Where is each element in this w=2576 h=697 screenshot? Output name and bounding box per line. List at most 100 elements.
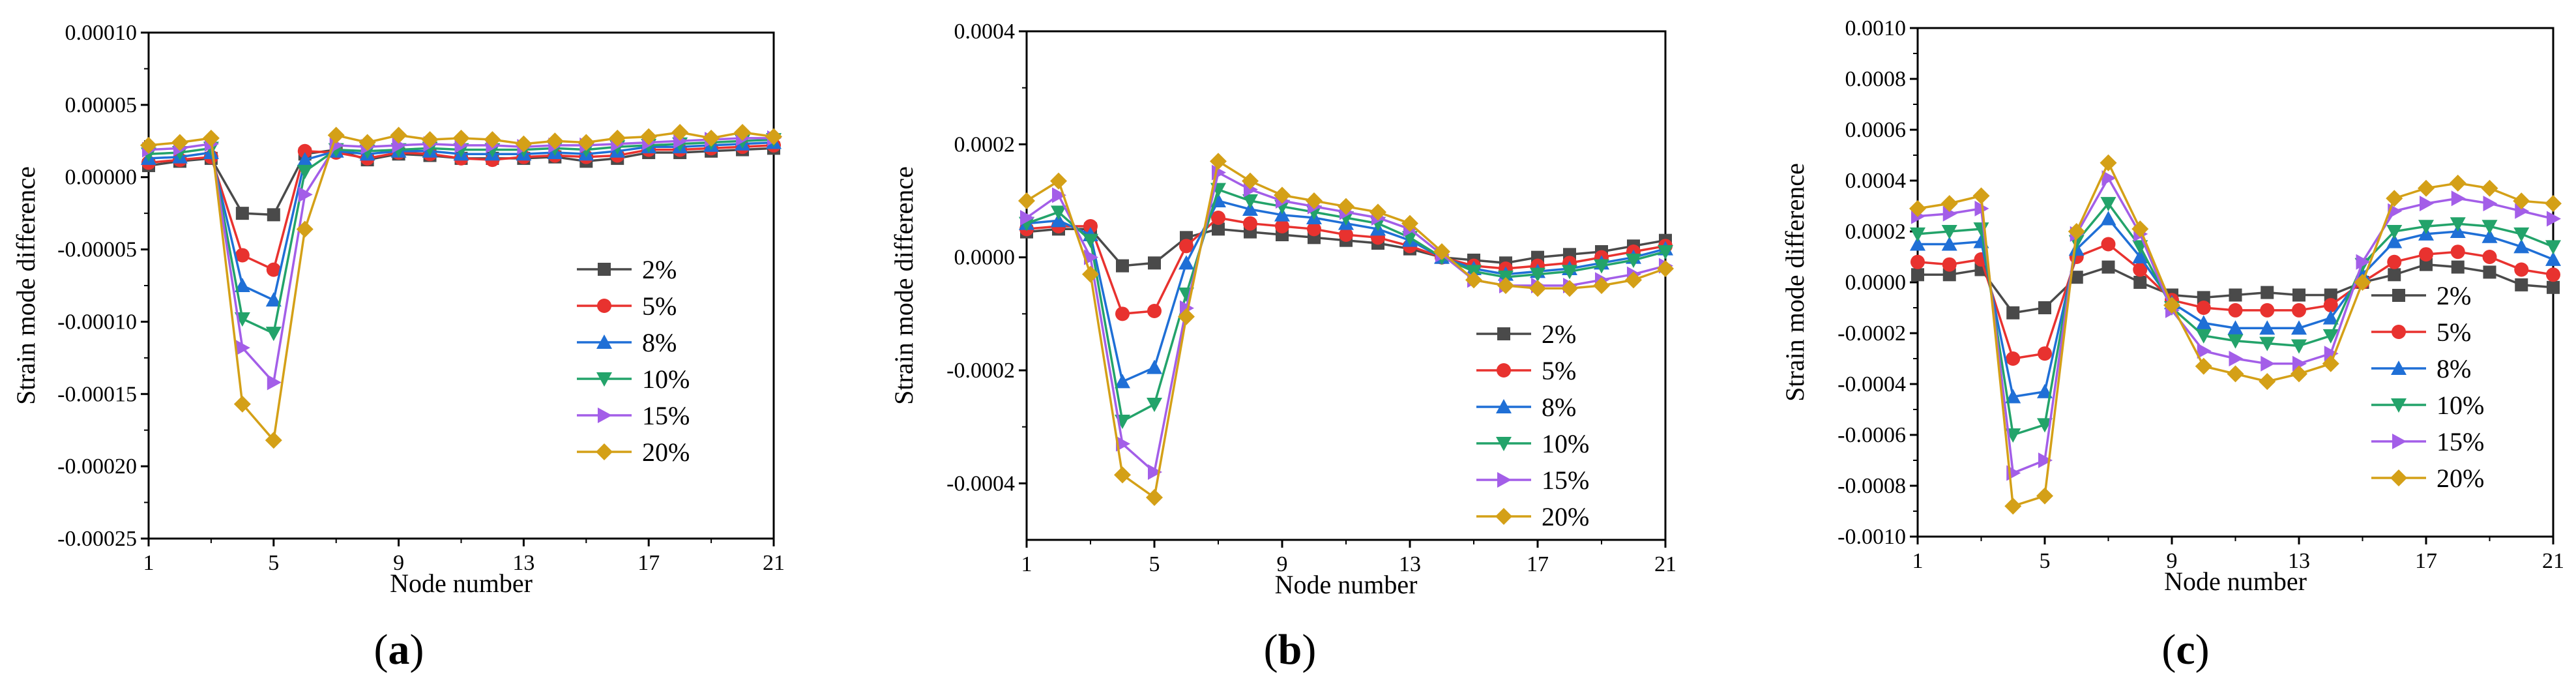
legend-label: 10% (1542, 429, 1589, 458)
series-8pct (141, 134, 782, 307)
data-point (359, 134, 376, 151)
chart-panel-b: -0.0004 -0.0002 0.0000 0.0002 0.0004 1 5 9 13 17 2… (889, 20, 1676, 674)
data-point (2005, 389, 2021, 404)
data-point (2324, 288, 2337, 302)
data-point (327, 126, 345, 144)
data-point (2100, 197, 2116, 212)
legend-label: 8% (1542, 393, 1576, 422)
data-point (2322, 355, 2339, 372)
data-point (2101, 260, 2115, 274)
x-tick-label: 17 (1527, 552, 1549, 576)
data-point (2227, 334, 2244, 349)
data-point (2036, 487, 2053, 505)
data-point (2481, 228, 2498, 243)
y-tick-label: -0.00020 (57, 454, 137, 479)
data-point (2547, 280, 2560, 294)
data-point (297, 152, 313, 167)
data-point (1911, 268, 1924, 282)
y-tick-label: 0.0002 (1845, 220, 1907, 244)
legend-label: 20% (1542, 502, 1589, 531)
y-tick-label: -0.00010 (57, 310, 137, 334)
data-point (2418, 220, 2434, 235)
data-point (2100, 211, 2116, 226)
chart-panel-a: -0.00025 -0.00020 -0.00015 -0.00010 -0.00005… (11, 21, 785, 674)
x-tick-label: 5 (2040, 549, 2051, 573)
legend-swatch-marker (1497, 472, 1512, 488)
data-point (2450, 245, 2465, 260)
data-point (2386, 190, 2403, 207)
y-tick-label: 0.0002 (954, 132, 1016, 156)
data-point (1115, 374, 1130, 389)
data-point (1910, 236, 1925, 251)
data-point (2388, 268, 2401, 282)
data-point (2260, 303, 2275, 318)
data-point (2545, 240, 2561, 255)
legend-label: 2% (642, 255, 677, 284)
data-point (1211, 211, 1225, 225)
data-point (1909, 200, 1926, 217)
data-point (267, 374, 282, 391)
x-tick-label: 21 (1654, 552, 1676, 576)
y-tick-label: -0.0004 (1837, 372, 1906, 396)
data-point (2354, 274, 2371, 291)
data-point (2420, 258, 2433, 271)
data-point (1306, 192, 1323, 209)
data-point (1243, 216, 1257, 231)
data-point (1625, 271, 1642, 289)
legend: 2% 5% 8% 10% 15% 20% (2371, 281, 2484, 493)
x-tick-label: 9 (393, 551, 404, 575)
data-point (2515, 203, 2530, 219)
y-tick-label: -0.0010 (1837, 525, 1906, 549)
legend-swatch-marker (1496, 399, 1512, 413)
data-point (1338, 198, 1354, 215)
data-point (1972, 187, 1990, 205)
data-point (1942, 257, 1957, 272)
data-point (1942, 205, 1957, 222)
data-point (1658, 245, 1673, 260)
legend-label: 10% (2437, 391, 2484, 420)
data-point (1083, 219, 1098, 233)
data-point (2038, 452, 2053, 468)
x-tick-label: 5 (1149, 552, 1160, 576)
data-point (1594, 259, 1609, 274)
x-tick-label: 9 (1277, 552, 1288, 576)
x-tick-label: 17 (2415, 549, 2437, 573)
data-point (265, 432, 282, 449)
legend: 2% 5% 8% 10% 15% 20% (1476, 319, 1589, 531)
data-point (2387, 254, 2402, 269)
data-point (2386, 233, 2403, 248)
y-tick-label: 0.0000 (1845, 271, 1907, 295)
legend-swatch-marker (2392, 289, 2405, 302)
data-point (2450, 217, 2466, 232)
data-point (1657, 260, 1674, 277)
data-point (2514, 262, 2529, 277)
y-tick-label: 0.0008 (1845, 67, 1907, 91)
data-point (1910, 227, 1925, 242)
data-point (266, 262, 281, 277)
y-axis-title: Strain mode difference (1780, 163, 1809, 402)
data-point (2386, 225, 2403, 239)
data-point (1339, 228, 1353, 242)
data-point (2227, 365, 2244, 383)
data-point (2324, 346, 2339, 362)
series-20pct (1909, 154, 2562, 515)
data-point (235, 340, 250, 356)
data-point (2291, 320, 2307, 335)
data-point (1212, 222, 1225, 236)
y-tick-label: -0.0008 (1837, 474, 1906, 498)
data-point (1433, 243, 1450, 260)
x-tick-label: 21 (2542, 549, 2564, 573)
data-point (2292, 288, 2305, 302)
data-point (1116, 259, 1129, 273)
data-point (2513, 192, 2530, 210)
data-point (1562, 265, 1577, 280)
x-tick-label: 1 (1912, 549, 1924, 573)
data-point (1941, 225, 1957, 239)
data-point (546, 132, 564, 150)
data-point (2195, 315, 2212, 330)
data-point (2292, 303, 2306, 318)
data-point (2323, 298, 2338, 313)
legend-label: 5% (2437, 318, 2471, 347)
data-point (2419, 247, 2433, 262)
data-point (703, 129, 720, 147)
